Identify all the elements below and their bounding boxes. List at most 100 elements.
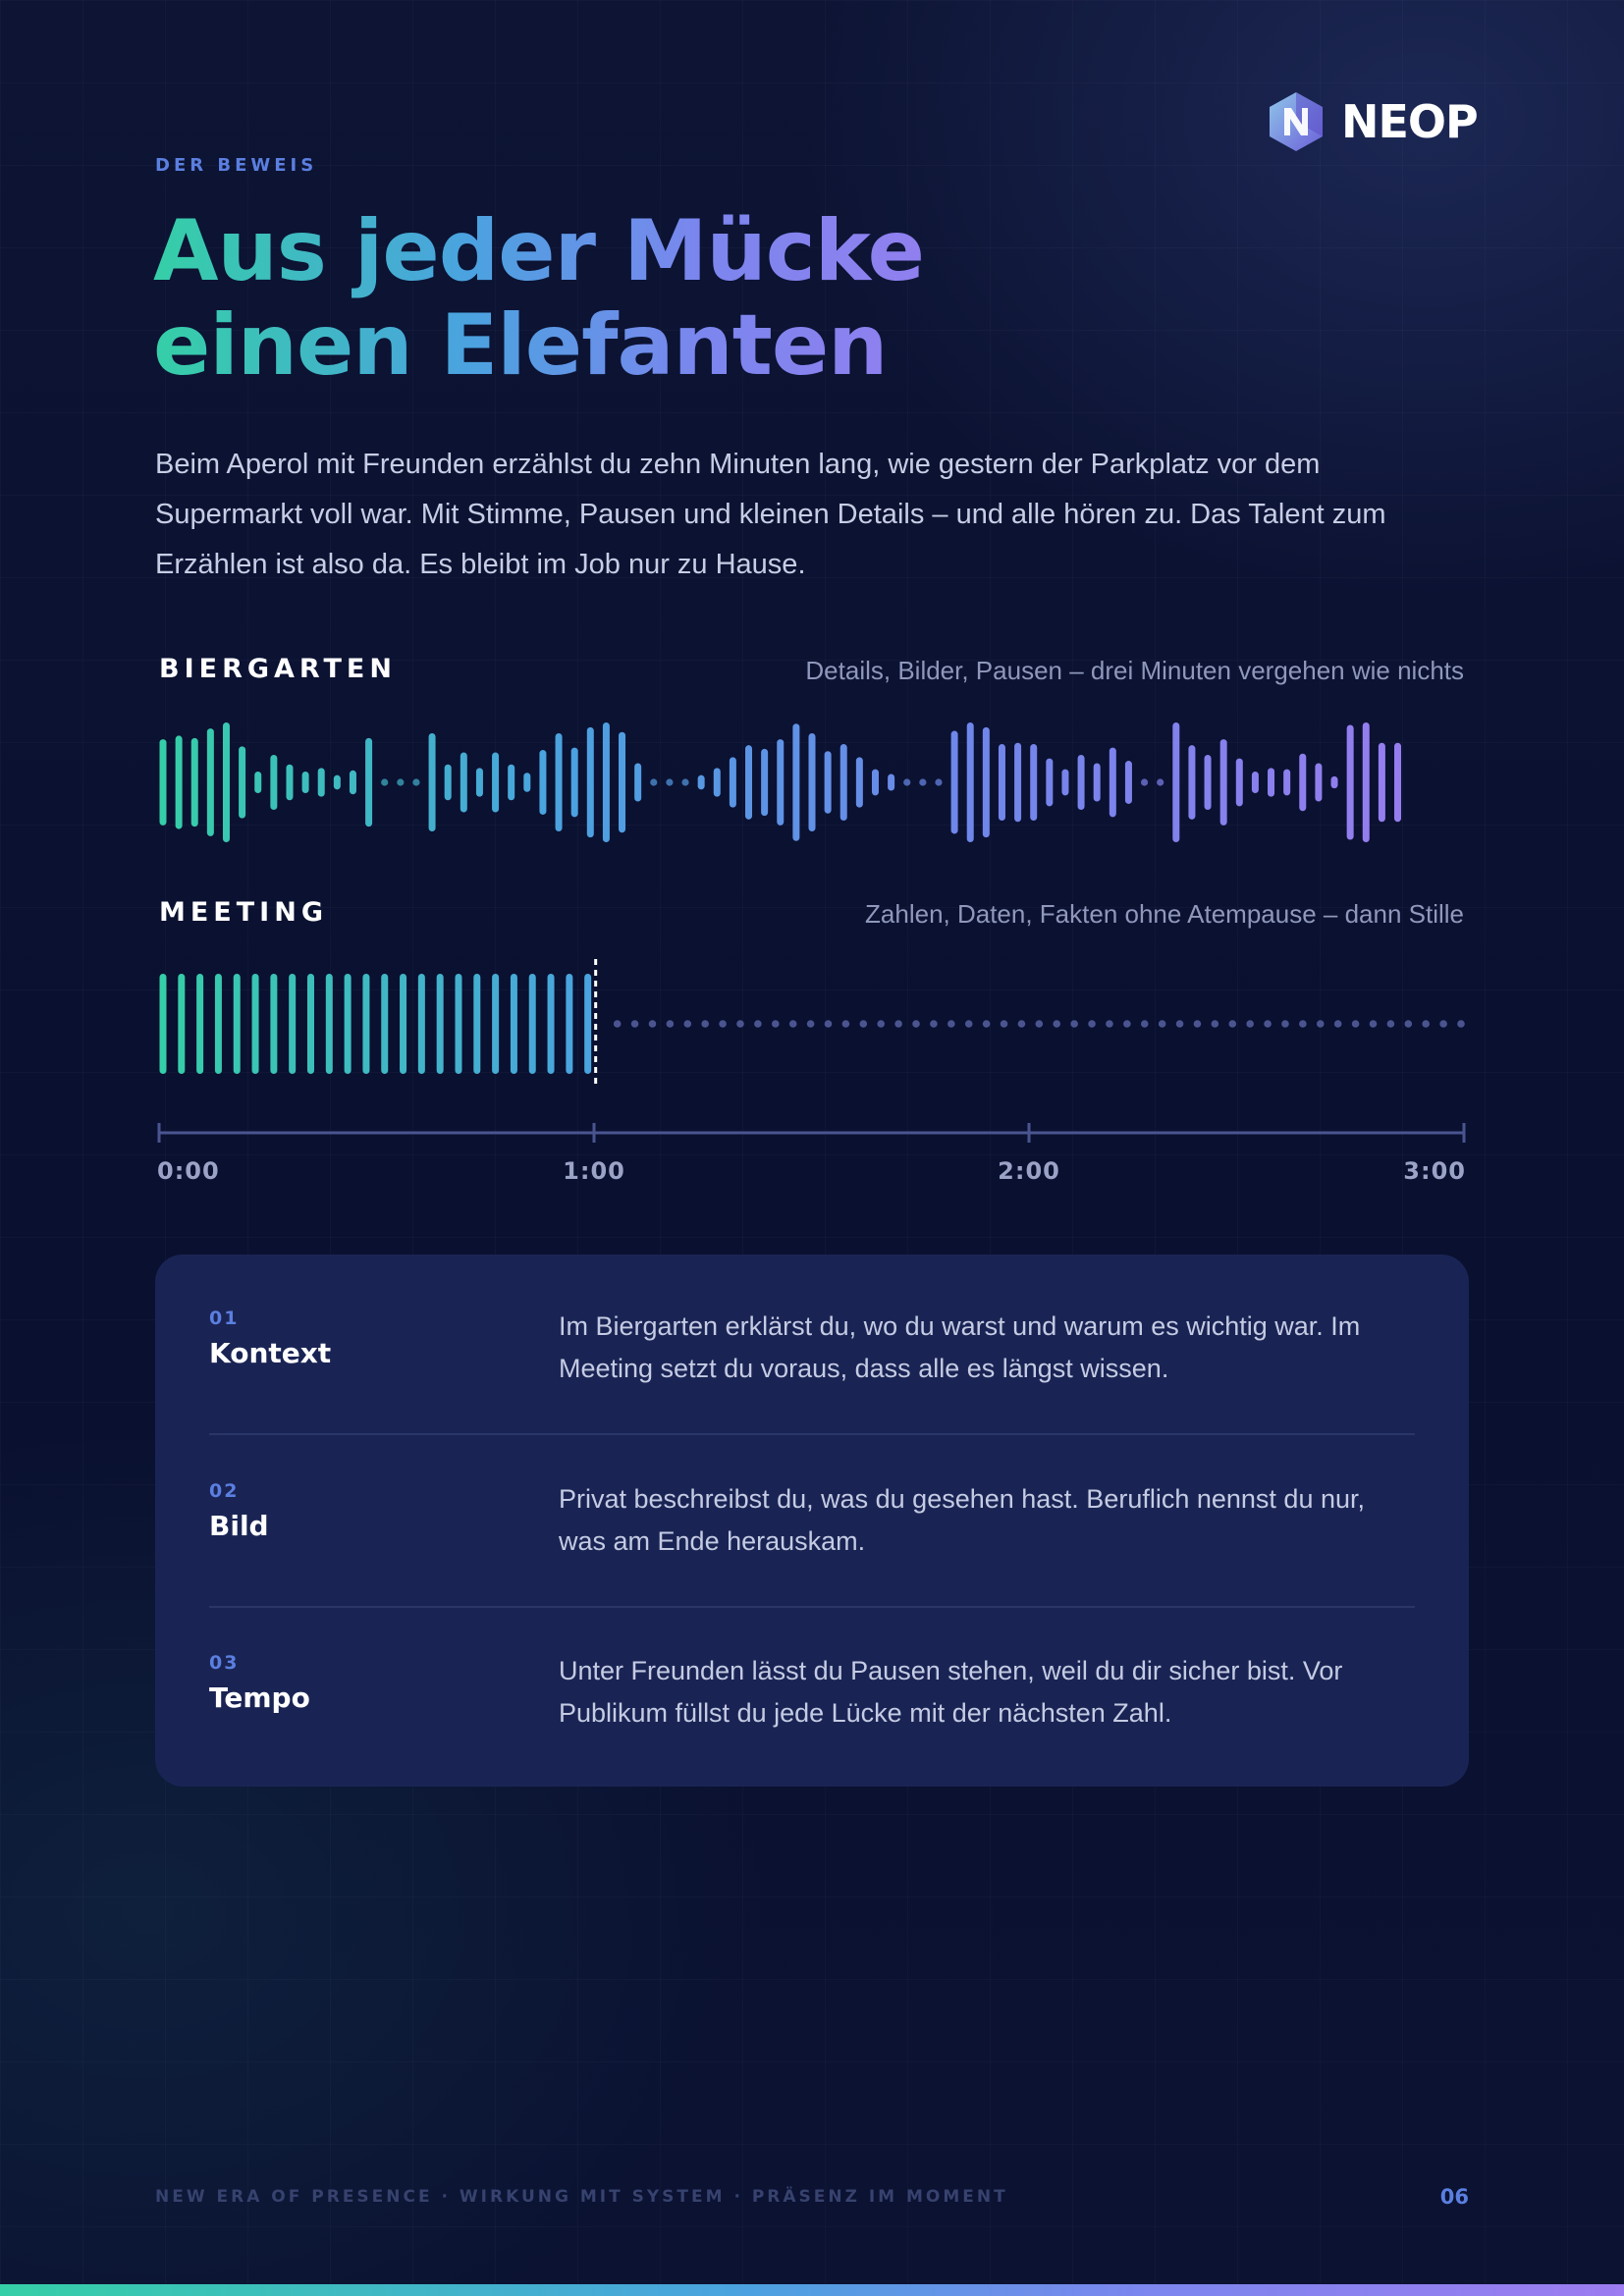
row-description: Unter Freunden lässt du Pausen stehen, w… <box>559 1656 1343 1728</box>
meeting-bar <box>528 974 536 1074</box>
silence-dot <box>719 1020 727 1028</box>
waveform-bar <box>871 769 879 796</box>
pause-dot <box>919 778 927 786</box>
waveform-bar <box>1283 769 1291 796</box>
meeting-bar <box>178 974 186 1074</box>
silence-dot <box>701 1020 709 1028</box>
waveform-bar <box>982 726 990 838</box>
waveform-bar <box>159 739 167 826</box>
waveform-bar <box>286 764 294 801</box>
waveform-bar <box>619 731 626 833</box>
waveform-bar <box>1315 763 1323 802</box>
silence-dot <box>824 1020 833 1028</box>
row-number: 01 <box>209 1308 240 1329</box>
waveform-bar <box>349 770 356 795</box>
axis-tick-label: 0:00 <box>157 1157 220 1185</box>
silence-dot <box>1281 1020 1289 1028</box>
comparison-table: 01 Kontext Im Biergarten erklärst du, wo… <box>155 1255 1469 1787</box>
silence-dot <box>1351 1020 1360 1028</box>
waveform-bar <box>175 735 183 829</box>
waveform-bar <box>1204 754 1212 811</box>
silence-dot <box>877 1020 886 1028</box>
silence-dot <box>1422 1020 1430 1028</box>
silence-dot <box>648 1020 657 1028</box>
comparison-row: 02 Bild Privat beschreibst du, was du ge… <box>209 1427 1415 1599</box>
silence-dot <box>1070 1020 1078 1028</box>
pause-dot <box>681 778 689 786</box>
silence-dot <box>1158 1020 1166 1028</box>
pause-dot <box>381 778 389 786</box>
row-title: Bild <box>209 1510 269 1542</box>
meeting-bar <box>492 974 500 1074</box>
waveform-bar <box>855 757 863 808</box>
meeting-waveform <box>159 959 1465 1089</box>
waveform-bar <box>634 763 642 802</box>
waveform-bar <box>570 747 578 818</box>
waveform-bar <box>555 732 563 832</box>
meeting-bar <box>344 974 352 1074</box>
waveform-bar <box>729 757 736 808</box>
pause-dot <box>650 778 658 786</box>
silence-dot <box>1035 1020 1044 1028</box>
waveform-bar <box>333 774 341 790</box>
silence-dot <box>1316 1020 1325 1028</box>
silence-dot <box>964 1020 973 1028</box>
biergarten-caption: Details, Bilder, Pausen – drei Minuten v… <box>805 656 1464 685</box>
waveform-bar <box>998 743 1005 822</box>
waveform-bar <box>475 768 483 797</box>
waveform-bar <box>1330 775 1338 789</box>
silence-dot <box>1264 1020 1272 1028</box>
meeting-bar <box>196 974 204 1074</box>
time-axis: 0:00 1:00 2:00 3:00 <box>157 1123 1466 1185</box>
waveform-bar <box>888 774 895 791</box>
waveform-comparison: 0:00 1:00 2:00 3:00 <box>157 722 1466 1185</box>
page-number: 06 <box>1439 2185 1469 2209</box>
waveform-bar <box>824 751 832 814</box>
meeting-bar <box>251 974 259 1074</box>
silence-dot <box>666 1020 675 1028</box>
silence-dot <box>1193 1020 1202 1028</box>
eyebrow-label: DER BEWEIS <box>155 155 318 176</box>
comparison-row: 03 Tempo Unter Freunden lässt du Pausen … <box>209 1599 1415 1771</box>
waveform-bar <box>966 722 974 842</box>
waveform-bar <box>508 764 515 801</box>
row-title: Kontext <box>209 1337 332 1369</box>
row-divider <box>209 1606 1415 1608</box>
waveform-bar <box>365 737 373 828</box>
row-description: Privat beschreibst du, was du gesehen ha… <box>559 1484 1365 1556</box>
waveform-bar <box>190 737 198 828</box>
waveform-bar <box>1030 743 1038 822</box>
pause-dot <box>1140 778 1149 786</box>
silence-dot <box>806 1020 815 1028</box>
brand-logo: NEOP <box>1267 90 1479 153</box>
meeting-bar <box>325 974 333 1074</box>
silence-dot <box>1404 1020 1413 1028</box>
row-description: Im Biergarten erklärst du, wo du warst u… <box>559 1311 1361 1383</box>
waveform-bar <box>808 732 816 832</box>
waveform-bar <box>1251 772 1259 793</box>
silence-dot <box>1175 1020 1184 1028</box>
meeting-bar <box>214 974 222 1074</box>
meeting-bar <box>417 974 425 1074</box>
waveform-bar <box>317 768 325 797</box>
waveform-bar <box>761 748 769 817</box>
waveform-bar <box>1046 758 1054 807</box>
waveform-bar <box>444 764 452 801</box>
waveform-bar <box>1014 742 1022 823</box>
row-number: 02 <box>209 1480 240 1502</box>
waveform-bar <box>1235 758 1243 807</box>
silence-dot <box>613 1020 622 1028</box>
meeting-bar <box>436 974 444 1074</box>
waveform-bar <box>270 754 278 811</box>
pause-dot <box>935 778 943 786</box>
meeting-bar <box>455 974 462 1074</box>
waveform-bar <box>713 768 721 797</box>
silence-dot <box>930 1020 938 1028</box>
waveform-bar <box>1299 753 1307 812</box>
waveform-bar <box>492 752 500 813</box>
waveform-bar <box>239 746 246 819</box>
intro-paragraph: Beim Aperol mit Freunden erzählst du zeh… <box>155 449 1386 580</box>
biergarten-label: BIERGARTEN <box>159 654 397 684</box>
